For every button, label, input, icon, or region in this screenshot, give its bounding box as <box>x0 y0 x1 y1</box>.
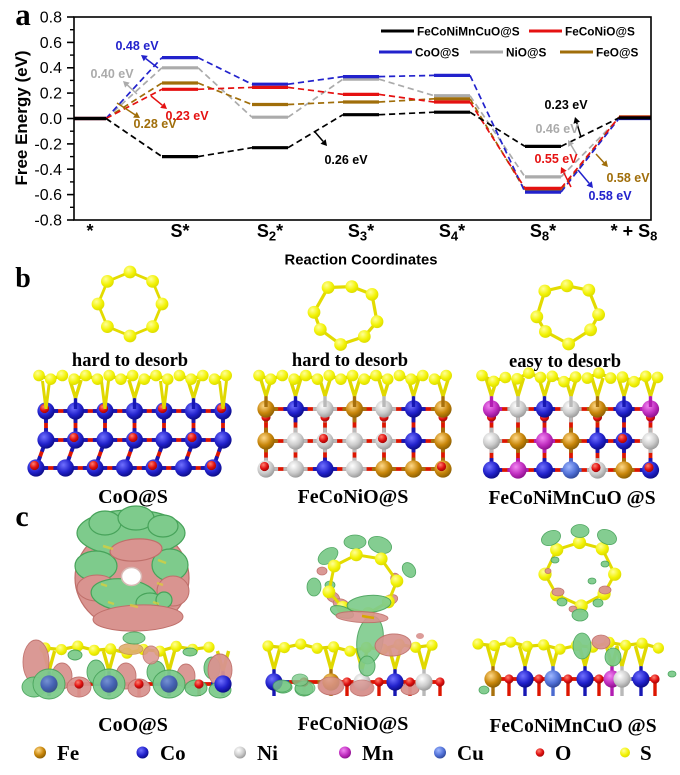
svg-text:*: * <box>86 221 93 241</box>
svg-text:FeCoNiMnCuO @S: FeCoNiMnCuO @S <box>489 716 656 737</box>
svg-text:Fe: Fe <box>57 741 79 765</box>
svg-text:0.48 eV: 0.48 eV <box>115 39 159 53</box>
svg-text:b: b <box>15 263 31 294</box>
svg-text:S3*: S3* <box>348 221 374 244</box>
svg-text:Reaction Coordinates: Reaction Coordinates <box>285 253 438 269</box>
svg-text:hard to desorb: hard to desorb <box>292 351 408 371</box>
svg-text:FeCoNiMnCuO @S: FeCoNiMnCuO @S <box>488 488 655 509</box>
svg-text:S2*: S2* <box>257 221 283 244</box>
svg-text:0.8: 0.8 <box>40 10 62 27</box>
svg-text:FeCoNiMnCuO@S: FeCoNiMnCuO@S <box>417 25 520 39</box>
svg-text:0.4: 0.4 <box>40 60 62 77</box>
svg-text:0.58 eV: 0.58 eV <box>588 189 632 203</box>
svg-text:-0.2: -0.2 <box>34 136 62 153</box>
svg-text:0.46 eV: 0.46 eV <box>535 122 579 136</box>
svg-text:CoO@S: CoO@S <box>415 46 459 60</box>
svg-text:FeCoNiO@S: FeCoNiO@S <box>298 486 409 508</box>
svg-text:0.58 eV: 0.58 eV <box>606 171 650 185</box>
svg-text:Cu: Cu <box>457 741 484 765</box>
svg-text:CoO@S: CoO@S <box>98 486 168 508</box>
svg-text:FeCoNiO@S: FeCoNiO@S <box>298 713 409 735</box>
svg-text:* + S8: * + S8 <box>611 221 658 244</box>
svg-text:0.55 eV: 0.55 eV <box>534 152 578 166</box>
svg-text:FeO@S: FeO@S <box>596 46 638 60</box>
svg-text:0.26 eV: 0.26 eV <box>324 153 368 167</box>
svg-text:0.23 eV: 0.23 eV <box>165 109 209 123</box>
svg-text:S4*: S4* <box>439 221 465 244</box>
svg-text:-0.6: -0.6 <box>34 187 62 204</box>
svg-text:0.2: 0.2 <box>40 86 62 103</box>
svg-text:0.6: 0.6 <box>40 35 62 52</box>
svg-text:easy to desorb: easy to desorb <box>509 352 621 372</box>
svg-text:FeCoNiO@S: FeCoNiO@S <box>565 25 635 39</box>
svg-text:CoO@S: CoO@S <box>98 714 168 736</box>
svg-text:-0.4: -0.4 <box>34 162 62 179</box>
svg-text:0.0: 0.0 <box>40 111 62 128</box>
svg-text:Co: Co <box>160 741 186 765</box>
svg-text:hard to desorb: hard to desorb <box>72 351 188 371</box>
svg-text:a: a <box>15 0 31 32</box>
svg-text:0.28 eV: 0.28 eV <box>133 117 177 131</box>
svg-text:S: S <box>640 741 652 765</box>
svg-text:-0.8: -0.8 <box>34 213 62 230</box>
svg-text:c: c <box>15 500 28 533</box>
svg-text:0.23 eV: 0.23 eV <box>544 98 588 112</box>
svg-text:Mn: Mn <box>362 741 394 765</box>
svg-text:O: O <box>555 741 571 765</box>
svg-text:NiO@S: NiO@S <box>506 46 546 60</box>
svg-text:Ni: Ni <box>257 741 278 765</box>
svg-text:0.40 eV: 0.40 eV <box>90 67 134 81</box>
svg-text:S*: S* <box>170 221 189 241</box>
svg-text:Free Energy (eV): Free Energy (eV) <box>12 50 31 185</box>
svg-text:S8*: S8* <box>530 221 556 244</box>
